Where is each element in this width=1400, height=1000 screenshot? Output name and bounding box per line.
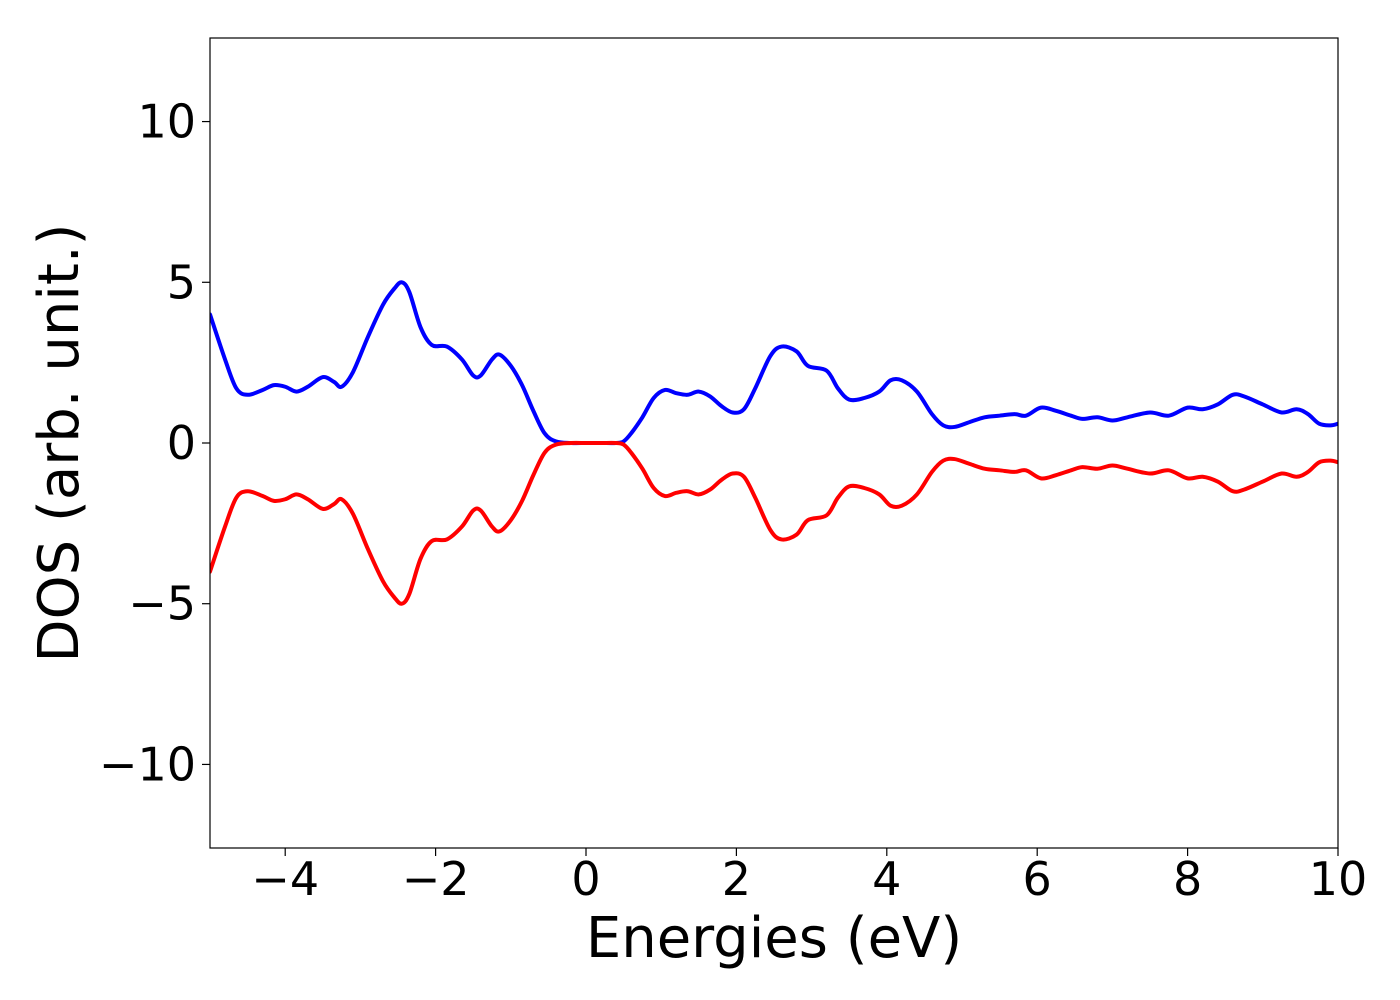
- y-tick-label: −5: [128, 577, 196, 631]
- x-tick-label: 2: [722, 852, 751, 906]
- y-tick-label: 5: [167, 255, 196, 309]
- x-tick-label: 10: [1309, 852, 1368, 906]
- x-tick-label: −2: [402, 852, 470, 906]
- y-axis-ticks: 10 5 0 −5 −10: [99, 95, 210, 791]
- y-tick-label: 0: [167, 416, 196, 470]
- y-axis-title: DOS (arb. unit.): [27, 223, 92, 662]
- series-line-spin-up: [210, 280, 1338, 446]
- x-axis-ticks: −4 −2 0 2 4 6 8 10: [251, 848, 1367, 906]
- x-tick-label: 6: [1023, 852, 1052, 906]
- series-line-spin-down: [210, 440, 1338, 606]
- x-tick-label: 8: [1173, 852, 1202, 906]
- series-layer: [210, 280, 1338, 606]
- x-tick-label: −4: [251, 852, 319, 906]
- x-tick-label: 0: [571, 852, 600, 906]
- y-tick-label: −10: [99, 737, 196, 791]
- y-tick-label: 10: [137, 95, 196, 149]
- x-tick-label: 4: [872, 852, 901, 906]
- x-axis-title: Energies (eV): [586, 906, 962, 971]
